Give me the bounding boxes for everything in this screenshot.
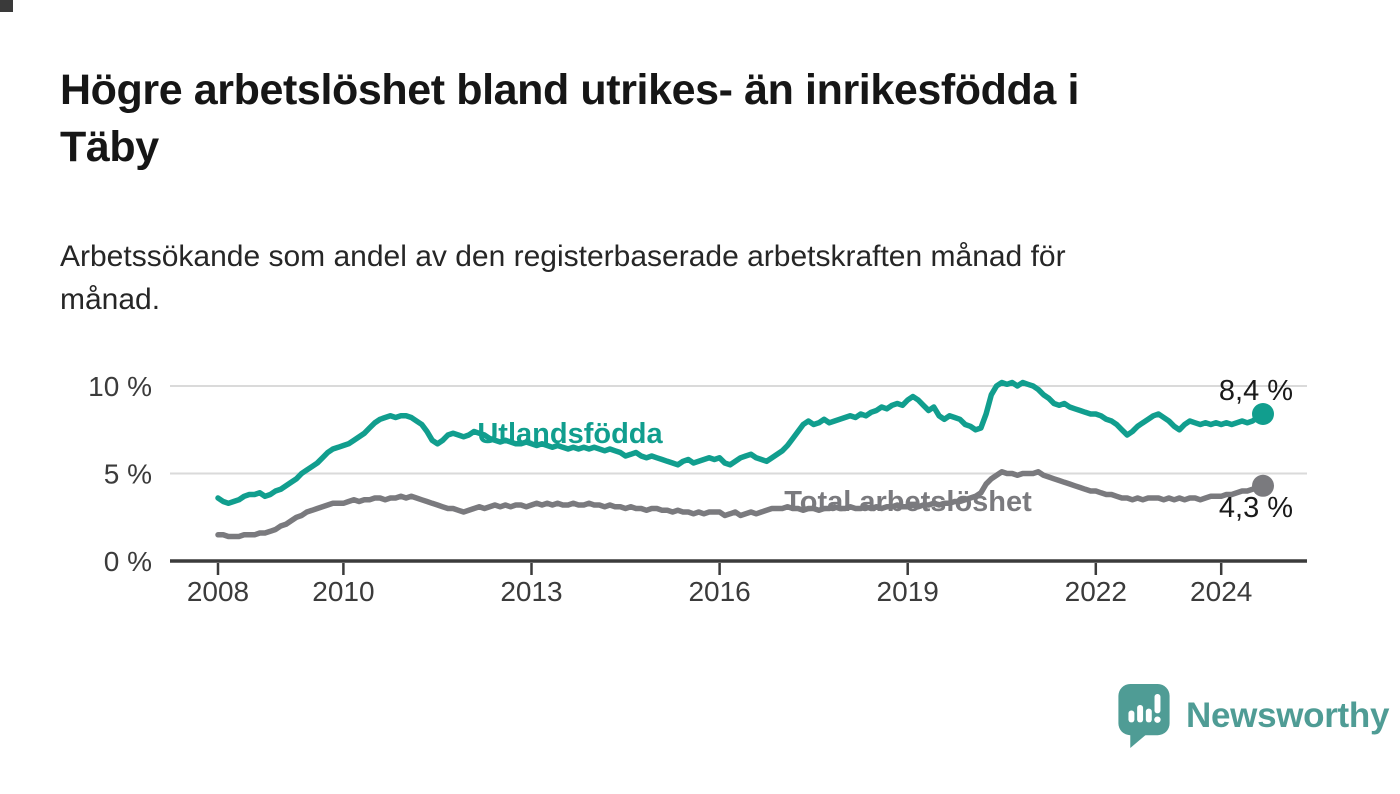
y-gridlines-and-labels: 0 % 5 % 10 % xyxy=(88,371,1307,577)
foreign-born-end-value-label: 8,4 % xyxy=(1219,375,1293,407)
newsworthy-speech-bubble-bar-chart-icon xyxy=(1118,684,1170,748)
logo-bar-1 xyxy=(1128,710,1135,723)
total-end-value-label: 4,3 % xyxy=(1219,492,1293,524)
y-axis-tick-label: 0 % xyxy=(104,546,152,577)
x-axis-tick-label: 2019 xyxy=(877,576,939,607)
chart-subtitle: Arbetssökande som andel av den registerb… xyxy=(60,235,1360,321)
x-axis-tick-label: 2010 xyxy=(312,576,374,607)
page-title-line-1: Högre arbetslöshet bland utrikes- än inr… xyxy=(60,66,1079,114)
logo-exclamation-bar xyxy=(1154,694,1161,714)
page-title-line-2: Täby xyxy=(60,123,159,171)
logo-exclamation-dot xyxy=(1154,716,1161,723)
y-axis-tick-label: 5 % xyxy=(104,459,152,490)
y-axis-tick-label: 10 % xyxy=(88,371,152,402)
corner-artifact xyxy=(0,0,13,12)
total-series-label: Total arbetslöshet xyxy=(784,486,1032,518)
total-unemployment-series-line xyxy=(215,469,1266,540)
page-title: Högre arbetslöshet bland utrikes- än inr… xyxy=(60,62,1360,176)
x-axis-tick-label: 2024 xyxy=(1190,576,1252,607)
newsworthy-logo: Newsworthy xyxy=(1115,684,1389,748)
chart-subtitle-line-2: månad. xyxy=(60,283,161,316)
x-axis-tick-label: 2013 xyxy=(500,576,562,607)
x-axis-tick-label: 2008 xyxy=(187,576,249,607)
x-axis-ticks-and-labels: 2008 2010 2013 2016 2019 2022 2024 xyxy=(187,563,1252,607)
logo-bar-2 xyxy=(1137,705,1144,723)
foreign-born-series-line xyxy=(215,379,1266,507)
total-series-end-dot xyxy=(1252,474,1274,497)
chart-subtitle-line-1: Arbetssökande som andel av den registerb… xyxy=(60,240,1066,273)
x-axis-tick-label: 2016 xyxy=(688,576,750,607)
foreign-born-series-end-dot xyxy=(1252,403,1274,425)
foreign-born-series-label: Utlandsfödda xyxy=(477,418,663,450)
logo-bar-3 xyxy=(1145,708,1152,723)
newsworthy-logo-text: Newsworthy xyxy=(1186,696,1390,735)
x-axis-tick-label: 2022 xyxy=(1065,576,1127,607)
